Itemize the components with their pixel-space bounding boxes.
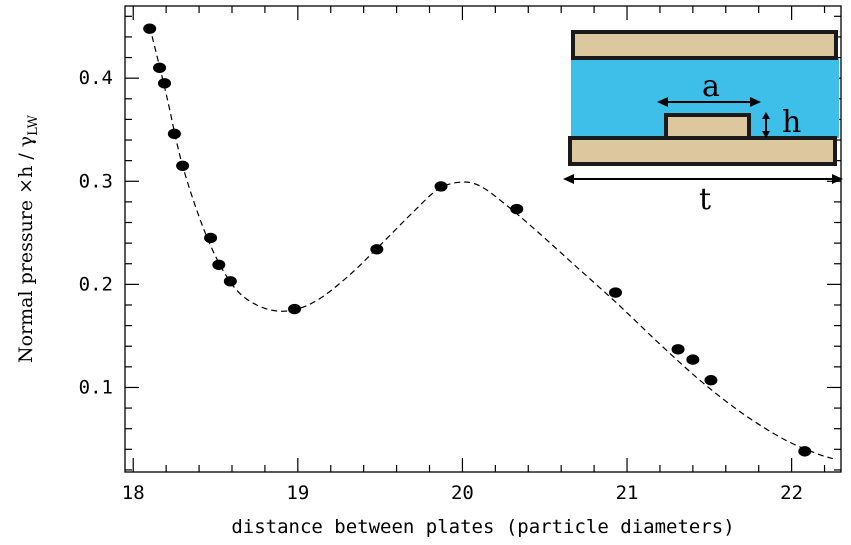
data-point xyxy=(143,23,157,34)
plot-frame xyxy=(124,5,842,473)
data-point xyxy=(176,160,190,172)
y-axis-label: Normal pressure ×h / γLW xyxy=(15,114,41,363)
x-tick-labels: 18 19 20 21 22 xyxy=(122,482,803,504)
data-point xyxy=(671,344,685,355)
x-tick-label: 20 xyxy=(451,482,474,504)
data-point xyxy=(167,128,181,140)
inset-a-arrowhead-right xyxy=(750,97,761,107)
data-point xyxy=(510,203,524,215)
y-tick-label: 0.1 xyxy=(79,376,113,398)
data-point xyxy=(686,354,700,365)
data-point xyxy=(153,62,167,74)
x-axis-label: distance between plates (particle diamet… xyxy=(231,516,734,538)
inset-t-arrowhead-left xyxy=(563,174,574,184)
data-point xyxy=(223,276,237,287)
y-tick-label: 0.4 xyxy=(79,67,113,89)
inset-h-arrowhead-up xyxy=(762,112,770,119)
inset-bottom-plate xyxy=(568,136,837,166)
inset-t-arrowhead-right xyxy=(832,174,843,184)
y-axis-label-sub: LW xyxy=(26,114,41,136)
y-axis-label-main: Normal pressure ×h / γ xyxy=(15,136,37,363)
inset-particle xyxy=(664,113,751,140)
inset-h-arrowhead-down xyxy=(762,131,770,138)
inset-label-t: t xyxy=(699,182,711,217)
data-point xyxy=(370,244,384,255)
inset-label-h: h xyxy=(782,105,801,140)
x-tick-label: 19 xyxy=(286,482,309,504)
x-tick-label: 22 xyxy=(780,482,803,504)
y-tick-label: 0.2 xyxy=(79,273,113,295)
data-point xyxy=(288,303,302,315)
x-tick-label: 18 xyxy=(122,482,145,504)
data-point xyxy=(204,232,218,244)
data-point xyxy=(798,446,812,457)
data-point xyxy=(434,181,448,192)
data-point xyxy=(609,287,623,298)
inset-diagram: a h t xyxy=(563,30,843,217)
x-tick-label: 21 xyxy=(616,482,639,504)
inset-top-plate xyxy=(571,30,838,60)
data-points xyxy=(143,23,812,457)
axis-ticks xyxy=(125,6,841,472)
data-point xyxy=(212,259,226,270)
inset-a-arrowhead-left xyxy=(657,97,668,107)
inset-label-a: a xyxy=(702,69,720,104)
data-point xyxy=(158,78,172,89)
data-point xyxy=(704,375,718,386)
y-tick-labels: 0.1 0.2 0.3 0.4 xyxy=(79,67,113,398)
y-tick-label: 0.3 xyxy=(79,170,113,192)
